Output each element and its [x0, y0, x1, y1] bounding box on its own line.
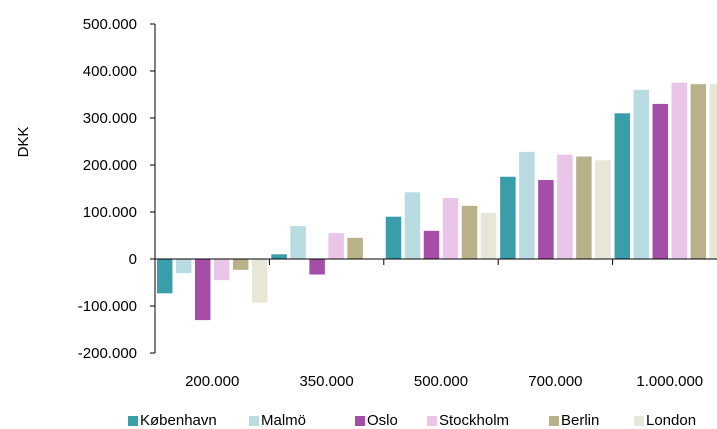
bar-malm--3 [519, 151, 535, 259]
y-tick-label: 200.000 [83, 157, 137, 174]
legend-label: Stockholm [439, 412, 509, 429]
bar-stockholm-0 [213, 259, 230, 281]
y-axis-label: DKK [15, 127, 32, 158]
bar-london-4 [709, 84, 717, 259]
bar-stockholm-3 [557, 154, 573, 259]
legend-swatch [355, 416, 365, 426]
y-tick-label: 100.000 [83, 204, 137, 221]
y-tick-label: 300.000 [83, 110, 137, 127]
bar-malm--2 [404, 192, 421, 259]
legend-swatch [249, 416, 259, 426]
bar-london-3 [595, 160, 611, 259]
legend-swatch [549, 416, 559, 426]
bar-malm--4 [633, 89, 650, 259]
bar-oslo-4 [652, 103, 669, 260]
bar-k-benhavn-1 [271, 254, 287, 259]
legend: København Malmö Oslo Stockholm Berlin London [128, 412, 696, 429]
bar-k-benhavn-0 [156, 259, 173, 294]
bars-group [156, 82, 717, 321]
bar-malm--1 [290, 226, 306, 259]
bar-stockholm-4 [671, 82, 688, 259]
bar-london-0 [251, 259, 268, 303]
x-tick-label: 1.000.000 [636, 373, 703, 390]
y-tick-label: 500.000 [83, 16, 137, 33]
bar-oslo-1 [309, 259, 325, 275]
bar-k-benhavn-4 [614, 113, 631, 259]
x-tick-label: 350.000 [299, 373, 353, 390]
y-tick-label: -100.000 [78, 298, 137, 315]
y-tick-label: 0 [129, 251, 137, 268]
legend-swatch [128, 416, 138, 426]
legend-swatch [634, 416, 644, 426]
bar-berlin-0 [232, 259, 249, 270]
bar-berlin-4 [690, 84, 707, 259]
bar-oslo-0 [194, 259, 211, 321]
bar-oslo-2 [423, 230, 440, 259]
legend-label: København [140, 412, 217, 429]
y-tick-label: 400.000 [83, 63, 137, 80]
x-tick-label: 700.000 [528, 373, 582, 390]
bar-malm--0 [175, 259, 192, 274]
axes-group: -200.000 -100.000 0 100.000 200.000 300.000 40… [78, 16, 717, 390]
legend-label: Oslo [367, 412, 398, 429]
bar-london-2 [480, 212, 497, 259]
bar-k-benhavn-3 [500, 176, 516, 259]
bar-stockholm-2 [442, 197, 459, 259]
bar-k-benhavn-2 [385, 216, 402, 259]
x-tick-label: 500.000 [414, 373, 468, 390]
legend-label: London [646, 412, 696, 429]
bar-berlin-1 [347, 237, 363, 259]
y-tick-label: -200.000 [78, 345, 137, 362]
legend-swatch [427, 416, 437, 426]
bar-berlin-3 [576, 156, 592, 259]
bar-oslo-3 [538, 180, 554, 259]
bar-stockholm-1 [328, 233, 344, 259]
legend-label: Malmö [261, 412, 306, 429]
legend-label: Berlin [561, 412, 599, 429]
x-tick-label: 200.000 [185, 373, 239, 390]
bar-berlin-2 [461, 205, 478, 259]
